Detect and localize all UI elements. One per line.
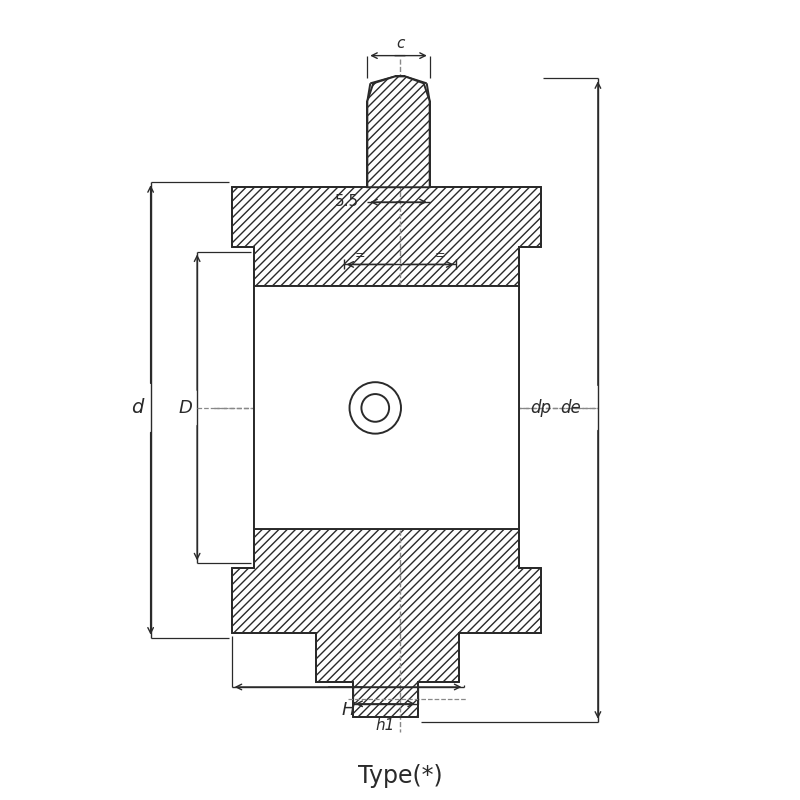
- Text: h1: h1: [375, 718, 395, 733]
- Text: D: D: [178, 399, 192, 417]
- Text: Type(*): Type(*): [358, 764, 442, 788]
- Text: d: d: [131, 398, 144, 418]
- Circle shape: [350, 382, 401, 434]
- Polygon shape: [254, 286, 518, 529]
- Text: dp: dp: [530, 399, 552, 417]
- Text: c: c: [396, 36, 404, 50]
- Text: 5.5: 5.5: [335, 194, 359, 209]
- Text: de: de: [560, 399, 581, 417]
- Polygon shape: [232, 187, 541, 717]
- Text: =: =: [355, 249, 366, 262]
- Polygon shape: [367, 77, 430, 187]
- Text: H: H: [342, 701, 354, 719]
- Text: =: =: [434, 249, 445, 262]
